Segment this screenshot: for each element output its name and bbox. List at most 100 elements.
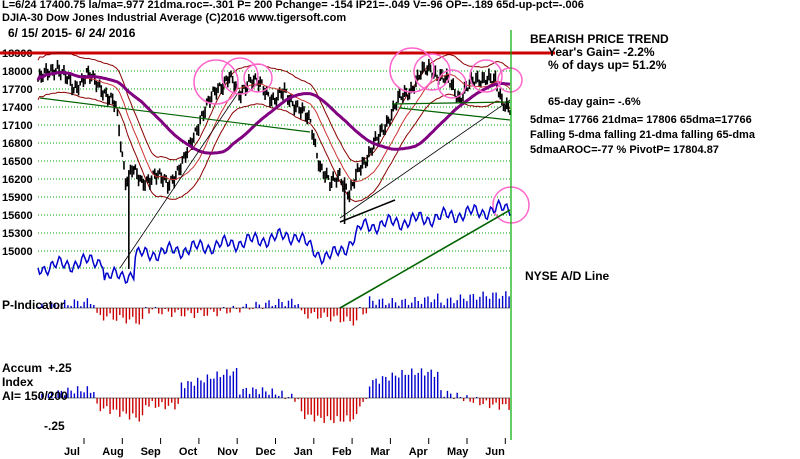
p-indicator-bar bbox=[174, 308, 176, 313]
accum-index-bar bbox=[339, 398, 342, 422]
p-indicator-bar bbox=[102, 308, 105, 321]
accum-index-bar bbox=[346, 398, 348, 416]
p-indicator-bar bbox=[99, 308, 102, 315]
p-indicator-bar bbox=[235, 308, 238, 309]
p-indicator-bar bbox=[196, 308, 199, 313]
accum-index-bar bbox=[449, 393, 452, 398]
accum-index-bar bbox=[398, 377, 400, 398]
p-indicator-bar bbox=[287, 300, 290, 308]
p-indicator-bar bbox=[437, 293, 439, 308]
accum-index-bar bbox=[242, 388, 244, 398]
accum-index-bar bbox=[459, 397, 462, 398]
p-indicator-bar bbox=[271, 306, 273, 308]
accum-index-bar bbox=[274, 394, 277, 398]
accum-index-bar bbox=[365, 398, 368, 399]
highlight-circle bbox=[193, 59, 239, 105]
accum-index-bar bbox=[112, 398, 115, 410]
accum-index-bar bbox=[446, 390, 449, 398]
accum-index-bar bbox=[401, 369, 403, 398]
accum-index-bar bbox=[291, 393, 293, 398]
days-up: % of days up= 51.2% bbox=[548, 58, 667, 72]
p-indicator-bar bbox=[475, 299, 478, 308]
y-tick-label: 18000 bbox=[2, 66, 33, 78]
trend-lines bbox=[39, 89, 511, 269]
accum-index-bar bbox=[417, 372, 419, 398]
p-indicator-bar bbox=[323, 308, 325, 313]
p-indicator-bar bbox=[122, 308, 124, 318]
p-indicator-histogram bbox=[38, 291, 510, 326]
highlight-circle bbox=[389, 47, 435, 93]
p-indicator-bar bbox=[222, 307, 225, 308]
p-indicator-bar bbox=[443, 305, 445, 308]
p-indicator-bar bbox=[255, 301, 257, 308]
trend-label: BEARISH PRICE TREND bbox=[530, 32, 669, 46]
p-indicator-bar bbox=[378, 299, 381, 308]
accum-index-bar bbox=[89, 392, 92, 398]
accum-index-bar bbox=[151, 398, 153, 401]
accum-index-bar bbox=[200, 380, 202, 398]
p-indicator-bar bbox=[346, 308, 348, 317]
accum-index-bar bbox=[278, 395, 280, 398]
down-trend-line bbox=[39, 97, 311, 133]
p-indicator-bar bbox=[239, 308, 241, 313]
accum-index-bar bbox=[109, 398, 111, 414]
p-indicator-bar bbox=[297, 304, 299, 308]
accum-index-bar bbox=[125, 398, 127, 414]
accum-index-bar bbox=[313, 398, 316, 422]
support-line bbox=[391, 101, 511, 105]
p-indicator-bar bbox=[430, 302, 432, 308]
accum-index-bar bbox=[355, 398, 358, 415]
p-indicator-bar bbox=[449, 297, 452, 308]
accum-index-bar bbox=[38, 397, 40, 398]
p-indicator-bar bbox=[193, 308, 196, 318]
y-tick-label: 16200 bbox=[2, 174, 33, 186]
p-indicator-bar bbox=[47, 308, 50, 310]
accum-index-bar bbox=[508, 398, 510, 410]
accum-index-bar bbox=[372, 380, 374, 398]
accum-index-bar bbox=[349, 398, 351, 422]
aroc-pivot: 5dmaAROC=-77 % PivotP= 17804.87 bbox=[530, 144, 719, 156]
y-tick-label: 15000 bbox=[2, 246, 33, 258]
p-indicator-bar bbox=[375, 304, 377, 308]
p-indicator-bar bbox=[462, 298, 465, 308]
accum-index-bar bbox=[154, 398, 157, 408]
p-indicator-bar bbox=[89, 304, 92, 308]
header-line-1: L=6/24 17400.75 la/ma=.977 21dma.roc=-.3… bbox=[2, 0, 584, 11]
ad-line bbox=[37, 198, 511, 309]
ad-line-path bbox=[37, 198, 511, 284]
p-indicator-bar bbox=[355, 308, 358, 321]
p-indicator-bar bbox=[171, 308, 173, 317]
p-indicator-bar bbox=[216, 308, 218, 317]
accum-index-bar bbox=[96, 398, 98, 404]
accum-index-bar bbox=[193, 385, 196, 398]
p-indicator-bar bbox=[106, 308, 108, 317]
accum-index-bar bbox=[255, 389, 257, 398]
accum-index-bar bbox=[174, 398, 176, 410]
p-indicator-bar bbox=[268, 300, 270, 308]
p-indicator-bar bbox=[119, 308, 121, 316]
accum-index-bar bbox=[248, 394, 251, 398]
p-indicator-bar bbox=[135, 308, 137, 324]
accum-index-bar bbox=[239, 394, 241, 398]
accum-index-bar bbox=[352, 398, 355, 420]
accum-index-bar bbox=[83, 392, 85, 398]
x-tick-label: Jan bbox=[294, 446, 313, 458]
p-indicator-bar bbox=[54, 303, 56, 308]
gain-65: 65-day gain= -.6% bbox=[548, 96, 641, 108]
p-indicator-bar bbox=[226, 308, 228, 314]
accum-index-bar bbox=[265, 391, 267, 398]
year-gain: Year's Gain= -2.2% bbox=[548, 45, 655, 59]
y-axis-ticks: 1830018000177001740017100168001650016200… bbox=[2, 48, 33, 258]
accum-index-bar bbox=[138, 398, 140, 422]
p-indicator-bar bbox=[164, 308, 166, 309]
p-indicator-bar bbox=[229, 308, 231, 313]
accum-index-bar bbox=[385, 376, 387, 398]
accum-index-bar bbox=[466, 395, 468, 398]
accum-index-bar bbox=[213, 378, 215, 398]
accum-index-bar bbox=[219, 377, 222, 398]
p-indicator-bar bbox=[128, 308, 131, 320]
accum-index-bar bbox=[86, 386, 89, 398]
p-indicator-bar bbox=[274, 304, 277, 308]
x-tick-label: Jun bbox=[485, 446, 505, 458]
p-indicator-bar bbox=[167, 308, 170, 312]
